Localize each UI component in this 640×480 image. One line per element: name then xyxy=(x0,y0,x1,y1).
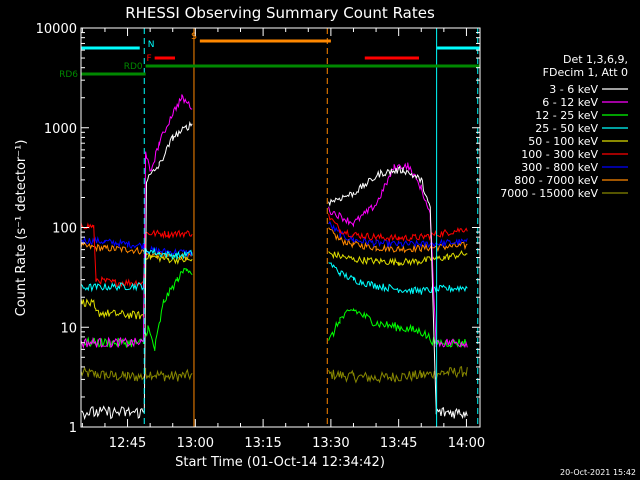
y-tick-label-4: 10000 xyxy=(36,22,77,37)
ticks-layer: 12:45 13:00 13:15 13:30 13:45 14:00 1 10 100 1000… xyxy=(36,22,486,451)
y-axis-label: Count Rate (s⁻¹ detector⁻¹) xyxy=(14,140,29,317)
y-tick-label-0: 1 xyxy=(69,421,77,436)
chart-title: RHESSI Observing Summary Count Rates xyxy=(125,4,435,22)
x-tick-label-4: 13:45 xyxy=(380,436,417,451)
series-12-25-kev-night xyxy=(328,307,468,348)
attenuator-bars-layer: RD6 RD0 NF S xyxy=(59,32,480,80)
y-tick-label-3: 1000 xyxy=(44,122,77,137)
legend-label-8: 7000 - 15000 keV xyxy=(500,187,598,200)
series-7000-15000-kev-night xyxy=(328,365,468,384)
legend-label-0: 3 - 6 keV xyxy=(549,83,598,96)
series-3-6-kev-night xyxy=(328,165,468,420)
series-3-6-kev-day xyxy=(81,120,193,421)
legend-header-1: FDecim 1, Att 0 xyxy=(543,66,628,79)
series-300-800-kev-night xyxy=(328,220,468,249)
series-300-800-kev-day xyxy=(80,235,193,258)
legend-header-0: Det 1,3,6,9, xyxy=(563,53,628,66)
bar-label-f: F xyxy=(146,54,151,64)
legend-label-1: 6 - 12 keV xyxy=(542,96,598,109)
bar-label-n: N xyxy=(148,40,155,50)
series-25-50-kev-day xyxy=(80,247,193,293)
bar-label-rd6: RD6 xyxy=(59,70,78,80)
series-25-50-kev-night xyxy=(328,262,468,295)
legend-label-7: 800 - 7000 keV xyxy=(514,174,598,187)
legend-label-5: 100 - 300 keV xyxy=(521,148,598,161)
series-7000-15000-kev-day xyxy=(80,366,193,382)
series-layer xyxy=(80,94,468,421)
series-800-7000-kev-day xyxy=(80,241,193,261)
x-tick-label-2: 13:15 xyxy=(244,436,281,451)
x-tick-label-1: 13:00 xyxy=(177,436,214,451)
x-axis-label: Start Time (01-Oct-14 12:34:42) xyxy=(175,455,385,470)
legend-label-2: 12 - 25 keV xyxy=(535,109,598,122)
plot-frame xyxy=(80,27,481,428)
x-tick-label-0: 12:45 xyxy=(109,436,146,451)
footer-timestamp: 20-Oct-2021 15:42 xyxy=(560,468,636,477)
series-100-300-kev-night xyxy=(328,213,468,243)
series-12-25-kev-day xyxy=(80,267,193,351)
series-6-12-kev-night xyxy=(328,162,468,349)
bar-label-rd0: RD0 xyxy=(124,62,143,72)
series-800-7000-kev-night xyxy=(328,227,468,254)
markers-layer xyxy=(80,28,479,427)
y-tick-label-1: 10 xyxy=(60,321,77,336)
x-tick-label-5: 14:00 xyxy=(448,436,485,451)
y-tick-label-2: 100 xyxy=(52,222,77,237)
series-6-12-kev-day xyxy=(80,94,193,349)
x-tick-label-3: 13:30 xyxy=(312,436,349,451)
series-50-100-kev-night xyxy=(328,250,468,267)
legend-label-3: 25 - 50 keV xyxy=(535,122,598,135)
bar-label-s: S xyxy=(191,32,197,42)
series-100-300-kev-day xyxy=(80,222,193,288)
legend-label-4: 50 - 100 keV xyxy=(528,135,598,148)
legend-label-6: 300 - 800 keV xyxy=(521,161,598,174)
